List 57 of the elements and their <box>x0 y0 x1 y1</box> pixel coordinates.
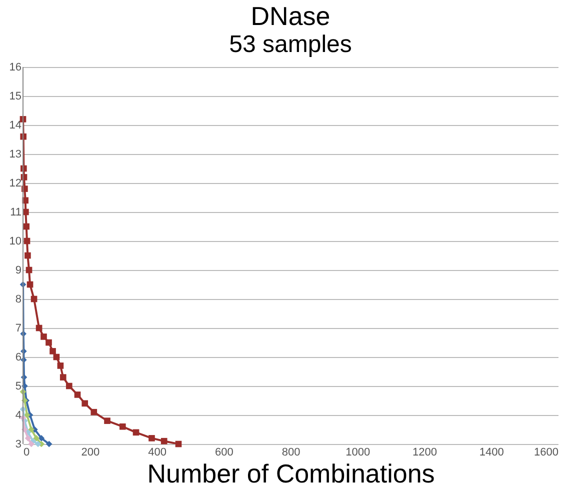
point <box>82 400 88 407</box>
point <box>160 438 168 444</box>
x-tick-label: 800 <box>282 446 300 458</box>
point <box>57 362 64 369</box>
y-tick-label: 7 <box>15 322 22 334</box>
point <box>24 252 31 259</box>
point <box>34 440 42 448</box>
y-tick-label: 11 <box>10 206 22 218</box>
point <box>104 418 110 424</box>
point <box>148 435 155 442</box>
point <box>24 238 30 244</box>
point <box>28 440 35 448</box>
x-axis-title: Number of Combinations <box>147 458 435 488</box>
point <box>26 281 34 288</box>
y-tick-label: 13 <box>9 148 22 160</box>
point <box>53 354 60 360</box>
y-tick-label: 12 <box>9 178 22 190</box>
x-tick-label: 200 <box>81 446 100 458</box>
point <box>28 426 35 433</box>
y-tick-label: 14 <box>9 120 22 132</box>
chart-subtitle: 53 samples <box>229 31 352 58</box>
x-tick-label: 1200 <box>412 446 437 458</box>
point <box>66 382 72 390</box>
point <box>74 392 81 398</box>
y-tick-label: 8 <box>15 294 22 306</box>
point <box>90 408 98 416</box>
point <box>175 440 182 448</box>
point <box>60 374 66 380</box>
y-tick-label: 3 <box>15 438 22 450</box>
x-tick-label: 1400 <box>479 446 504 458</box>
point <box>36 324 42 332</box>
x-tick-label: 400 <box>148 446 166 458</box>
y-tick-label: 10 <box>9 236 22 248</box>
point <box>24 412 30 418</box>
x-tick-label: 1600 <box>534 446 558 458</box>
x-tick-label: 0 <box>24 446 30 458</box>
y-tick-label: 5 <box>15 380 22 392</box>
point <box>38 435 45 442</box>
x-tick-label: 1000 <box>346 446 370 458</box>
point <box>119 423 126 430</box>
point <box>46 339 52 346</box>
chart-title: DNase <box>250 1 330 31</box>
y-tick-label: 6 <box>15 352 22 364</box>
point <box>26 266 32 274</box>
point <box>40 334 47 340</box>
point <box>132 429 140 436</box>
y-tick-label: 9 <box>15 264 22 276</box>
point <box>50 348 56 354</box>
y-tick-label: 4 <box>15 410 22 422</box>
y-tick-label: 16 <box>9 62 22 74</box>
y-tick-label: 15 <box>9 90 22 102</box>
point <box>30 296 38 302</box>
point <box>23 223 30 230</box>
point <box>46 440 52 448</box>
point <box>24 435 32 442</box>
point <box>33 435 40 442</box>
x-tick-label: 600 <box>214 446 234 458</box>
